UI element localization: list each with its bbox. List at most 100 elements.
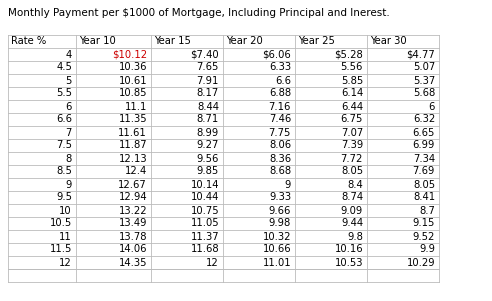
Text: 9.56: 9.56: [197, 154, 219, 163]
Text: 7.69: 7.69: [413, 166, 435, 176]
Bar: [8, 230, 439, 243]
Text: 8.36: 8.36: [269, 154, 291, 163]
Text: 6.32: 6.32: [413, 114, 435, 125]
Text: 12: 12: [206, 257, 219, 268]
Text: 10.66: 10.66: [262, 244, 291, 255]
Text: 9.66: 9.66: [269, 206, 291, 216]
Text: 11.1: 11.1: [124, 101, 147, 111]
Bar: [8, 113, 439, 126]
Text: 6.75: 6.75: [340, 114, 363, 125]
Bar: [8, 35, 439, 48]
Text: 7.72: 7.72: [340, 154, 363, 163]
Text: 7.16: 7.16: [269, 101, 291, 111]
Text: 8.99: 8.99: [197, 128, 219, 138]
Text: 9.5: 9.5: [56, 193, 72, 203]
Text: 11.37: 11.37: [190, 231, 219, 241]
Text: 11.01: 11.01: [262, 257, 291, 268]
Text: 9.33: 9.33: [269, 193, 291, 203]
Text: 9.44: 9.44: [341, 219, 363, 228]
Text: 8.05: 8.05: [341, 166, 363, 176]
Text: 8.05: 8.05: [413, 179, 435, 190]
Text: 9.15: 9.15: [413, 219, 435, 228]
Text: 6: 6: [65, 101, 72, 111]
Text: Year 25: Year 25: [298, 36, 335, 46]
Text: Year 15: Year 15: [154, 36, 191, 46]
Text: 12: 12: [59, 257, 72, 268]
Text: 6.33: 6.33: [269, 63, 291, 73]
Text: 5.07: 5.07: [413, 63, 435, 73]
Text: 10.14: 10.14: [190, 179, 219, 190]
Text: 11.61: 11.61: [118, 128, 147, 138]
Text: 10.16: 10.16: [335, 244, 363, 255]
Text: $7.40: $7.40: [190, 49, 219, 60]
Text: 9: 9: [285, 179, 291, 190]
Text: $6.06: $6.06: [262, 49, 291, 60]
Text: 7.75: 7.75: [269, 128, 291, 138]
Text: 7.07: 7.07: [341, 128, 363, 138]
Text: 10: 10: [60, 206, 72, 216]
Text: 9.52: 9.52: [413, 231, 435, 241]
Text: 11.68: 11.68: [190, 244, 219, 255]
Text: 12.94: 12.94: [119, 193, 147, 203]
Bar: [8, 178, 439, 191]
Text: 13.49: 13.49: [119, 219, 147, 228]
Text: 12.67: 12.67: [118, 179, 147, 190]
Text: 6: 6: [429, 101, 435, 111]
Text: Year 10: Year 10: [79, 36, 116, 46]
Text: 9.27: 9.27: [197, 141, 219, 150]
Text: $4.77: $4.77: [406, 49, 435, 60]
Text: 9: 9: [65, 179, 72, 190]
Text: 8.06: 8.06: [269, 141, 291, 150]
Text: 8.7: 8.7: [419, 206, 435, 216]
Text: 7.46: 7.46: [269, 114, 291, 125]
Text: 5.85: 5.85: [341, 76, 363, 85]
Text: 11: 11: [59, 231, 72, 241]
Text: 6.6: 6.6: [56, 114, 72, 125]
Text: 5: 5: [65, 76, 72, 85]
Text: 9.09: 9.09: [341, 206, 363, 216]
Bar: [8, 139, 439, 152]
Bar: [8, 126, 439, 139]
Text: 14.06: 14.06: [119, 244, 147, 255]
Text: 9.85: 9.85: [197, 166, 219, 176]
Text: 6.88: 6.88: [269, 88, 291, 98]
Text: 12.13: 12.13: [119, 154, 147, 163]
Text: $5.28: $5.28: [334, 49, 363, 60]
Text: 6.99: 6.99: [413, 141, 435, 150]
Text: 10.53: 10.53: [335, 257, 363, 268]
Text: 10.44: 10.44: [190, 193, 219, 203]
Text: 8.68: 8.68: [269, 166, 291, 176]
Text: 7.91: 7.91: [197, 76, 219, 85]
Text: 11.05: 11.05: [190, 219, 219, 228]
Text: 4: 4: [66, 49, 72, 60]
Text: 9.9: 9.9: [419, 244, 435, 255]
Bar: [8, 243, 439, 256]
Text: 10.29: 10.29: [406, 257, 435, 268]
Text: 6.14: 6.14: [341, 88, 363, 98]
Text: Year 30: Year 30: [370, 36, 406, 46]
Text: 7.39: 7.39: [341, 141, 363, 150]
Bar: [8, 269, 439, 282]
Text: 10.85: 10.85: [119, 88, 147, 98]
Text: 8.41: 8.41: [413, 193, 435, 203]
Text: 4.5: 4.5: [56, 63, 72, 73]
Text: 5.68: 5.68: [413, 88, 435, 98]
Text: 14.35: 14.35: [119, 257, 147, 268]
Text: $10.12: $10.12: [112, 49, 147, 60]
Bar: [8, 48, 439, 61]
Text: 10.5: 10.5: [50, 219, 72, 228]
Text: 8.44: 8.44: [197, 101, 219, 111]
Bar: [8, 217, 439, 230]
Text: 13.78: 13.78: [119, 231, 147, 241]
Text: 8.17: 8.17: [197, 88, 219, 98]
Text: 9.98: 9.98: [269, 219, 291, 228]
Text: 12.4: 12.4: [125, 166, 147, 176]
Bar: [8, 256, 439, 269]
Bar: [8, 204, 439, 217]
Bar: [8, 191, 439, 204]
Text: 5.37: 5.37: [413, 76, 435, 85]
Text: Monthly Payment per $1000 of Mortgage, Including Principal and Inerest.: Monthly Payment per $1000 of Mortgage, I…: [8, 8, 390, 18]
Text: 10.75: 10.75: [190, 206, 219, 216]
Bar: [8, 165, 439, 178]
Text: 13.22: 13.22: [119, 206, 147, 216]
